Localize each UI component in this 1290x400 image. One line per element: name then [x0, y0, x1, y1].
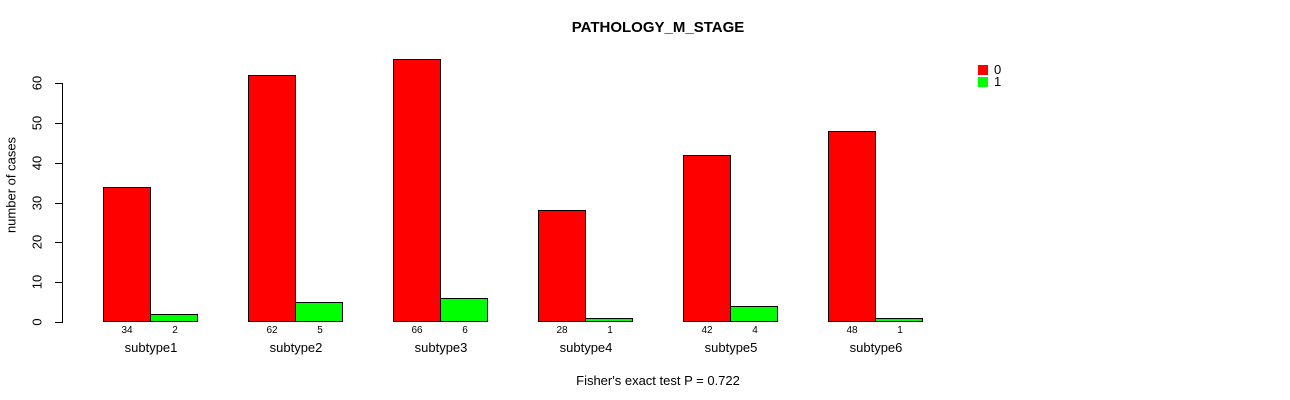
- category-label: subtype5: [704, 340, 758, 355]
- bar-value-label: 28: [556, 325, 568, 336]
- bar-0-subtype4: [538, 210, 586, 322]
- y-tick-mark: [55, 322, 62, 323]
- bar-0-subtype1: [103, 187, 151, 322]
- bar-value-label: 62: [266, 325, 278, 336]
- bar-value-label: 48: [846, 325, 858, 336]
- y-tick-label: 0: [29, 318, 45, 326]
- bar-1-subtype1: [150, 314, 198, 322]
- bar-1-subtype6: [875, 318, 923, 322]
- bar-value-label: 42: [701, 325, 713, 336]
- bar-value-label: 1: [897, 325, 903, 336]
- y-tick-label: 20: [29, 234, 45, 250]
- annotation-text: Fisher's exact test P = 0.722: [576, 373, 740, 388]
- chart-title: PATHOLOGY_M_STAGE: [571, 19, 745, 36]
- legend: 0 1: [978, 62, 1002, 89]
- y-tick-mark: [55, 282, 62, 283]
- bar-value-label: 4: [752, 325, 758, 336]
- bar-1-subtype5: [730, 306, 778, 322]
- bar-value-label: 5: [317, 325, 323, 336]
- bar-value-label: 66: [411, 325, 423, 336]
- category-label: subtype3: [414, 340, 468, 355]
- bar-value-label: 6: [462, 325, 468, 336]
- bar-value-label: 34: [121, 325, 133, 336]
- bar-value-label: 2: [172, 325, 178, 336]
- y-axis-line: [62, 83, 63, 323]
- bar-1-subtype4: [585, 318, 633, 322]
- y-tick-label: 30: [29, 195, 45, 211]
- y-tick-mark: [55, 83, 62, 84]
- y-tick-label: 10: [29, 274, 45, 290]
- legend-label: 0: [994, 62, 1002, 77]
- category-label: subtype2: [269, 340, 323, 355]
- legend-label: 1: [994, 74, 1002, 89]
- bar-0-subtype2: [248, 75, 296, 322]
- bar-0-subtype6: [828, 131, 876, 322]
- bar-value-label: 1: [607, 325, 613, 336]
- legend-swatch-series-0: [978, 65, 988, 75]
- legend-item: 1: [978, 74, 1002, 89]
- bar-1-subtype2: [295, 302, 343, 322]
- category-label: subtype1: [124, 340, 178, 355]
- category-label: subtype4: [559, 340, 613, 355]
- y-tick-mark: [55, 203, 62, 204]
- y-tick-label: 40: [29, 155, 45, 171]
- y-axis-label: number of cases: [3, 136, 19, 234]
- y-tick-mark: [55, 123, 62, 124]
- y-tick-mark: [55, 242, 62, 243]
- bar-1-subtype3: [440, 298, 488, 322]
- y-tick-label: 50: [29, 115, 45, 131]
- y-tick-mark: [55, 163, 62, 164]
- bar-0-subtype5: [683, 155, 731, 322]
- category-label: subtype6: [849, 340, 903, 355]
- y-tick-label: 60: [29, 75, 45, 91]
- legend-item: 0: [978, 62, 1002, 77]
- legend-swatch-series-1: [978, 77, 988, 87]
- bar-0-subtype3: [393, 59, 441, 322]
